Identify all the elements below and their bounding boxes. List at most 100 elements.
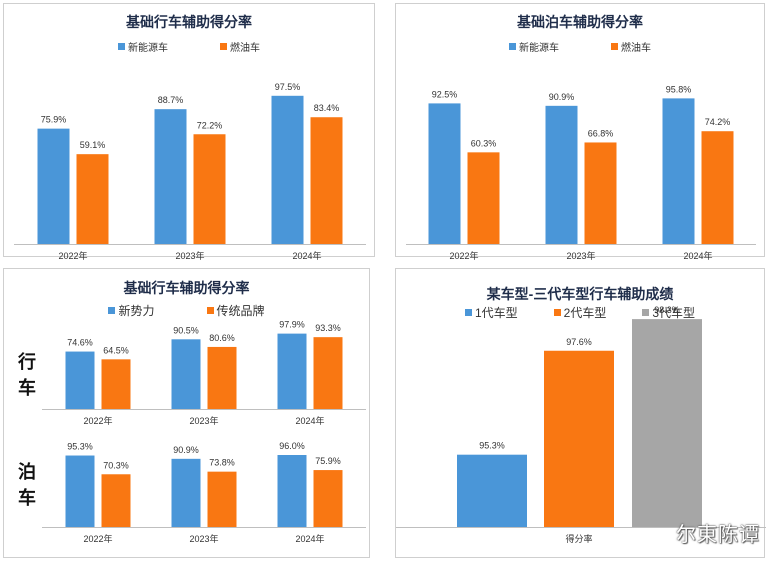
data-label: 95.8%	[666, 84, 692, 94]
chart-panel-generations: 某车型-三代车型行车辅助成绩 1代车型 2代车型 3代车型 95.3% 97.6%…	[395, 268, 766, 558]
chart-title: 基础行车辅助得分率	[126, 14, 252, 30]
data-label: 90.5%	[173, 325, 199, 335]
watermark-text: 尔東陈谭	[676, 522, 760, 546]
legend-swatch	[118, 43, 125, 50]
data-label: 98.3%	[654, 305, 680, 315]
bar	[313, 337, 343, 409]
bar	[271, 95, 304, 244]
data-label: 96.0%	[279, 441, 305, 451]
bar	[428, 103, 461, 245]
chart-legend: 新势力 传统品牌	[4, 302, 369, 319]
x-tick-label: 2023年	[175, 250, 204, 261]
legend-item-new-energy: 新能源车	[118, 39, 168, 54]
x-tick-label: 2022年	[83, 415, 112, 426]
bar	[207, 346, 237, 409]
data-label: 72.2%	[197, 120, 223, 130]
bar	[457, 454, 527, 527]
data-label: 66.8%	[588, 128, 614, 138]
bar	[632, 319, 702, 527]
legend-item-fuel: 燃油车	[220, 39, 260, 54]
data-label: 75.9%	[41, 115, 67, 125]
chart-panel-parking-assist: 基础泊车辅助得分率 新能源车 燃油车 92.5% 60.3% 2022年 90.9% 6…	[395, 3, 765, 261]
x-tick-label: 2022年	[83, 533, 112, 544]
legend-swatch	[464, 309, 472, 316]
data-label: 70.3%	[103, 460, 129, 470]
legend-label: 燃油车	[621, 43, 651, 54]
legend-swatch	[108, 307, 116, 314]
bar	[545, 105, 578, 244]
legend-swatch	[611, 43, 618, 50]
data-label: 93.3%	[315, 323, 341, 333]
legend-label: 新能源车	[128, 43, 168, 54]
data-label: 92.5%	[432, 89, 458, 99]
legend-label: 传统品牌	[216, 304, 265, 318]
bar	[101, 474, 131, 527]
legend-label: 新势力	[118, 304, 155, 318]
data-label: 95.3%	[479, 441, 505, 451]
bar-chart-parking: 92.5% 60.3% 2022年 90.9% 66.8% 2023年 95.8% 74.2%…	[406, 84, 756, 261]
x-tick-label: 2024年	[292, 250, 321, 261]
bar	[310, 117, 343, 244]
legend-swatch	[642, 309, 650, 316]
bar	[467, 152, 500, 244]
bar	[277, 455, 307, 527]
legend-label: 燃油车	[230, 43, 260, 54]
bar	[171, 339, 201, 409]
bar-chart-driving: 75.9% 59.1% 2022年 88.7% 72.2% 2023年 97.5% 83.4%…	[14, 82, 366, 261]
legend-swatch	[220, 43, 227, 50]
bar	[171, 458, 201, 527]
data-label: 97.5%	[275, 82, 301, 92]
bar	[207, 471, 237, 527]
legend-item-new-energy: 新能源车	[509, 39, 559, 54]
data-label: 97.6%	[566, 337, 592, 347]
bar	[154, 109, 187, 245]
chart-title: 某车型-三代车型行车辅助成绩	[486, 286, 674, 302]
data-label: 74.2%	[705, 117, 731, 127]
x-tick-label: 2024年	[295, 415, 324, 426]
bar	[584, 142, 617, 244]
bar	[65, 455, 95, 527]
legend-item-fuel: 燃油车	[611, 39, 651, 54]
x-tick-label: 2024年	[683, 250, 712, 261]
row-label-driving: 行车	[18, 352, 36, 398]
x-tick-label: 2023年	[189, 533, 218, 544]
legend-item-new-forces: 新势力	[108, 302, 155, 319]
data-label: 64.5%	[103, 345, 129, 355]
data-label: 97.9%	[279, 320, 305, 330]
data-label: 74.6%	[67, 338, 93, 348]
bar	[313, 470, 343, 527]
data-label: 88.7%	[158, 95, 184, 105]
data-label: 90.9%	[173, 445, 199, 455]
chart-title: 基础泊车辅助得分率	[517, 14, 643, 30]
bar	[662, 98, 695, 244]
legend-item-gen1: 1代车型	[464, 304, 518, 321]
legend-label: 3代车型	[652, 306, 696, 320]
legend-label: 1代车型	[474, 306, 518, 320]
data-label: 80.6%	[209, 333, 235, 343]
x-tick-label: 2023年	[566, 250, 595, 261]
data-label: 59.1%	[80, 140, 106, 150]
legend-item-gen3: 3代车型	[642, 304, 695, 321]
bar	[101, 359, 131, 409]
legend-item-gen2: 2代车型	[553, 304, 607, 321]
x-tick-label: 2024年	[295, 533, 324, 544]
chart-legend: 1代车型 2代车型 3代车型	[396, 304, 764, 321]
legend-swatch	[206, 307, 214, 314]
bar	[65, 351, 95, 409]
x-tick-label: 得分率	[565, 533, 592, 544]
chart-legend: 新能源车 燃油车	[4, 39, 374, 54]
chart-panel-driving-assist: 基础行车辅助得分率 新能源车 燃油车 75.9% 59.1% 2022年 88.7% 7…	[3, 3, 375, 261]
legend-label: 新能源车	[519, 43, 559, 54]
bar	[37, 128, 70, 244]
data-label: 73.8%	[209, 458, 235, 468]
bar	[193, 134, 226, 244]
x-tick-label: 2022年	[58, 250, 87, 261]
legend-item-traditional: 传统品牌	[206, 302, 265, 319]
bar-chart-generations: 95.3% 97.6% 98.3% 得分率	[396, 305, 766, 544]
data-label: 83.4%	[314, 103, 340, 113]
legend-swatch	[553, 309, 561, 316]
data-label: 75.9%	[315, 456, 341, 466]
legend-label: 2代车型	[563, 306, 607, 320]
bar	[76, 154, 109, 244]
bar-chart-parking-brand: 95.3% 70.3% 2022年 90.9% 73.8% 2023年 96.0% 75.9%…	[42, 441, 366, 544]
